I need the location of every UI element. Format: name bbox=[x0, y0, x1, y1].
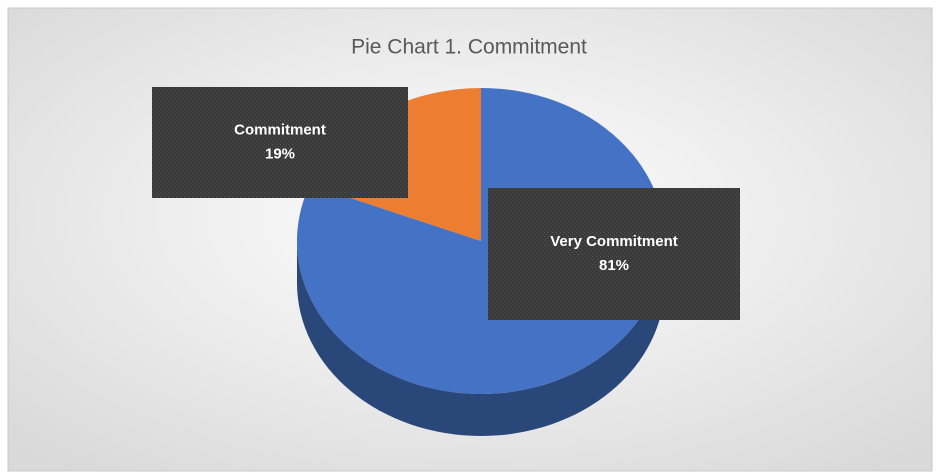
data-label-box bbox=[152, 87, 408, 198]
data-label-box bbox=[488, 188, 740, 320]
data-label-category: Very Commitment bbox=[550, 233, 678, 250]
data-label-value: 81% bbox=[599, 257, 629, 274]
chart-title: Pie Chart 1. Commitment bbox=[351, 36, 587, 59]
data-labels: Very Commitment 81% Commitment 19% bbox=[152, 87, 740, 320]
data-label-value: 19% bbox=[265, 145, 295, 162]
data-label-category: Commitment bbox=[234, 121, 326, 138]
pie-side bbox=[297, 241, 665, 436]
